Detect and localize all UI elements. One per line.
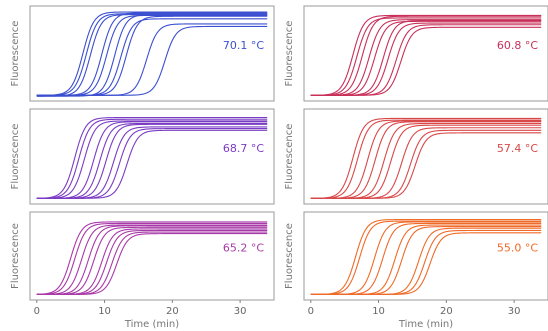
curves <box>310 14 542 96</box>
amplification-curve-1 <box>36 11 268 96</box>
amplification-curve-8 <box>36 15 268 96</box>
temperature-label: 68.7 °C <box>223 142 264 155</box>
amplification-curve-2 <box>310 220 542 295</box>
panel-5: 65.2 °C Fluorescence 0 10 20 30 Time (min) <box>10 211 275 330</box>
y-axis-label: Fluorescence <box>284 21 295 87</box>
y-axis-label: Fluorescence <box>10 223 21 289</box>
x-tick-label: 10 <box>98 306 111 317</box>
x-tick-label: 30 <box>234 306 247 317</box>
curves <box>310 219 542 295</box>
y-axis-label: Fluorescence <box>284 124 295 190</box>
amplification-curve-5 <box>310 20 542 96</box>
temperature-label: 70.1 °C <box>223 39 264 52</box>
amplification-curve-3 <box>36 120 268 199</box>
x-axis-label: Time (min) <box>398 319 453 330</box>
amplification-curve-9 <box>310 26 542 96</box>
amplification-curve-6 <box>36 14 268 97</box>
amplification-curve-4 <box>310 19 542 96</box>
x-tick-label: 0 <box>34 306 40 317</box>
amplification-curve-3 <box>36 224 268 295</box>
temperature-label: 65.2 °C <box>223 242 264 255</box>
amplification-curve-7 <box>36 18 268 96</box>
amplification-curve-9 <box>36 129 268 199</box>
amplification-curve-5 <box>310 122 542 199</box>
curves <box>36 11 268 97</box>
panel-frame <box>29 108 275 205</box>
amplification-curve-10 <box>36 25 268 96</box>
temperature-label: 60.8 °C <box>497 39 538 52</box>
curves <box>310 117 542 199</box>
panel-1: 70.1 °C Fluorescence <box>10 5 275 102</box>
amplification-curve-2 <box>310 119 542 199</box>
x-tick-label: 0 <box>308 306 314 317</box>
amplification-curve-1 <box>310 219 542 295</box>
amplification-curve-7 <box>310 127 542 199</box>
amplification-curve-2 <box>36 13 268 96</box>
amplification-curve-9 <box>310 232 542 295</box>
y-axis-label: Fluorescence <box>284 223 295 289</box>
panel-frame <box>303 5 548 102</box>
panel-frame <box>303 108 548 205</box>
curves <box>36 117 268 199</box>
amplification-curve-1 <box>310 117 542 199</box>
x-tick-label: 10 <box>372 306 385 317</box>
x-tick-label: 20 <box>440 306 453 317</box>
amplification-curve-5 <box>36 122 268 199</box>
amplification-curve-9 <box>36 23 268 96</box>
y-axis-label: Fluorescence <box>10 21 21 87</box>
amplification-curve-5 <box>36 14 268 96</box>
amplification-curve-2 <box>36 118 268 199</box>
temperature-label: 55.0 °C <box>497 242 538 255</box>
amplification-curve-7 <box>36 126 268 199</box>
amplification-curve-3 <box>310 15 542 96</box>
x-tick-label: 30 <box>508 306 521 317</box>
amplification-curve-1 <box>36 221 268 295</box>
amplification-curve-6 <box>310 19 542 96</box>
amplification-curve-9 <box>36 233 268 295</box>
amplification-curve-1 <box>36 117 268 199</box>
x-tick-label: 20 <box>166 306 179 317</box>
panel-2: 60.8 °C Fluorescence <box>284 5 548 102</box>
amplification-curve-4 <box>36 225 268 295</box>
panel-frame <box>303 211 548 301</box>
amplification-curve-1 <box>310 14 542 96</box>
amplification-curve-5 <box>36 226 268 295</box>
amplification-curve-3 <box>310 120 542 199</box>
amplification-curve-2 <box>310 17 542 96</box>
panel-6: 55.0 °C Fluorescence 0 10 20 30 Time (min) <box>284 211 548 330</box>
amplification-curve-6 <box>310 124 542 199</box>
panel-frame <box>29 211 275 301</box>
panel-3: 68.7 °C Fluorescence <box>10 108 275 205</box>
amplification-curve-4 <box>36 12 268 96</box>
y-axis-label: Fluorescence <box>10 124 21 190</box>
amplification-curve-8 <box>36 128 268 199</box>
panel-frame <box>29 5 275 102</box>
temperature-label: 57.4 °C <box>497 142 538 155</box>
amplification-curve-7 <box>310 22 542 96</box>
amplification-curve-4 <box>36 121 268 199</box>
curves <box>36 221 268 295</box>
panel-4: 57.4 °C Fluorescence <box>284 108 548 205</box>
amplification-curve-2 <box>36 222 268 295</box>
x-axis-label: Time (min) <box>124 319 179 330</box>
amplification-curve-6 <box>36 123 268 199</box>
amplification-curve-9 <box>310 132 542 199</box>
amplification-curve-8 <box>310 24 542 96</box>
